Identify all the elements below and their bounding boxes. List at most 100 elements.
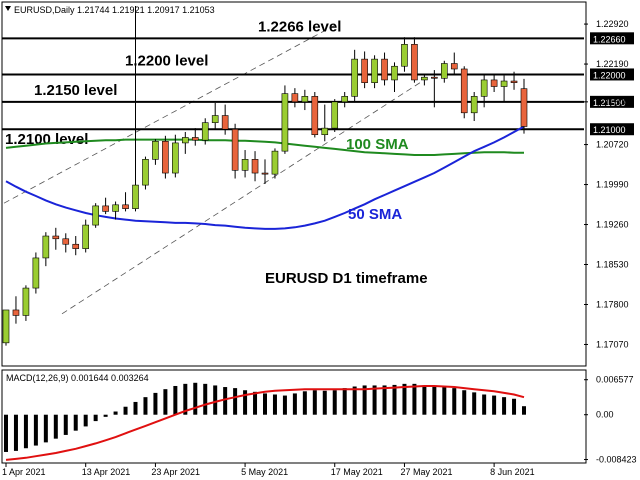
candle-body-bear	[231, 128, 239, 171]
candle-body-bear	[510, 80, 518, 83]
macd-bar	[13, 414, 18, 451]
candle-body-bear	[431, 76, 438, 79]
time-tick-label: 13 Apr 2021	[82, 467, 131, 477]
candle	[441, 60, 448, 83]
candle	[291, 88, 299, 108]
candle-body-bull	[500, 80, 508, 87]
candle	[391, 62, 398, 92]
candle	[52, 227, 60, 250]
macd-tick-label: 0.006577	[596, 375, 634, 385]
chart-annotation-title: EURUSD D1 timeframe	[265, 270, 428, 287]
candle	[411, 37, 418, 83]
candle-body-bull	[480, 79, 488, 97]
candle-body-bear	[221, 115, 229, 130]
candle	[22, 285, 30, 321]
time-axis: 1 Apr 2021 13 Apr 2021 23 Apr 2021 5 May 20…	[2, 463, 535, 477]
macd-bar	[382, 385, 387, 415]
time-tick-label: 5 May 2021	[241, 467, 288, 477]
candle-body-bear	[490, 79, 498, 87]
macd-bar	[462, 390, 467, 415]
macd-bar	[522, 406, 526, 415]
candle	[470, 91, 478, 122]
candle	[480, 74, 488, 108]
candle-body-bull	[271, 150, 279, 175]
candle-body-bull	[351, 58, 358, 97]
price-tick-label: 1.19260	[596, 220, 629, 230]
macd-bar	[203, 383, 208, 415]
candle-body-bear	[52, 235, 60, 240]
trend-line-upper	[3, 24, 336, 204]
macd-signal-line	[5, 385, 525, 461]
macd-bar	[492, 395, 497, 415]
candle-body-bear	[72, 243, 80, 249]
sma100-label: 100 SMA	[346, 136, 409, 153]
price-panel-frame	[1, 1, 587, 367]
macd-bar	[63, 414, 68, 435]
macd-bar	[472, 392, 477, 415]
candle	[261, 159, 269, 184]
candle	[421, 74, 428, 86]
candle-body-bear	[261, 172, 269, 175]
candle-body-bull	[22, 287, 30, 316]
candle	[2, 309, 10, 346]
macd-tick-label: 0.00	[596, 410, 614, 420]
candle	[72, 236, 80, 256]
symbol-line: EURUSD,Daily 1.21744 1.21921 1.20917 1.2…	[14, 5, 215, 15]
candle	[211, 102, 219, 130]
candle	[450, 52, 458, 75]
macd-bar	[113, 411, 118, 415]
price-tick-label: 1.22920	[596, 19, 629, 29]
candle-body-bear	[450, 63, 458, 70]
macd-bar	[512, 398, 517, 415]
macd-bar	[93, 414, 98, 422]
macd-bar	[342, 388, 347, 415]
candle	[510, 71, 518, 90]
candle	[381, 52, 388, 86]
level-tag: 1.22000	[593, 70, 626, 80]
macd-label: MACD(12,26,9) 0.001644 0.003264	[6, 373, 149, 383]
candle-body-bull	[82, 224, 89, 249]
candle	[102, 197, 109, 215]
trend-channel	[3, 24, 421, 315]
candle	[132, 6, 139, 212]
candle-body-bear	[102, 205, 109, 212]
macd-bar	[392, 384, 397, 415]
time-tick-label: 8 Jun 2021	[490, 467, 535, 477]
level-label: 1.2150 level	[34, 82, 117, 99]
sma50-label: 50 SMA	[348, 206, 402, 223]
macd-bar	[402, 383, 407, 415]
candle	[251, 151, 259, 182]
candle-body-bull	[241, 159, 249, 171]
candle-body-bull	[92, 205, 99, 226]
level-tag: 1.22660	[593, 34, 626, 44]
candle-body-bull	[42, 235, 50, 259]
candle	[191, 128, 199, 146]
candle-body-bull	[2, 309, 10, 344]
candle-body-bull	[321, 127, 329, 136]
candle	[361, 51, 368, 89]
candle	[520, 78, 528, 134]
level-tag: 1.21000	[593, 125, 626, 135]
macd-bar	[233, 388, 238, 415]
candle-body-bear	[311, 96, 319, 136]
candle	[401, 37, 408, 72]
price-tick-label: 1.17070	[596, 339, 629, 349]
macd-bar	[432, 385, 437, 415]
candle	[341, 91, 348, 108]
macd-bar	[143, 397, 148, 415]
candle	[351, 49, 358, 102]
candle	[152, 139, 159, 165]
macd-bar	[83, 414, 88, 427]
macd-bar	[173, 385, 178, 415]
macd-bar	[73, 414, 78, 431]
macd-bar	[372, 385, 377, 415]
macd-bar	[253, 391, 258, 415]
candle	[500, 75, 508, 102]
candle	[162, 135, 169, 179]
level-tag-bg	[590, 68, 634, 81]
candle-body-bear	[361, 58, 368, 83]
candle	[142, 156, 149, 190]
macd-bar	[442, 387, 447, 415]
macd-bar	[153, 392, 158, 415]
